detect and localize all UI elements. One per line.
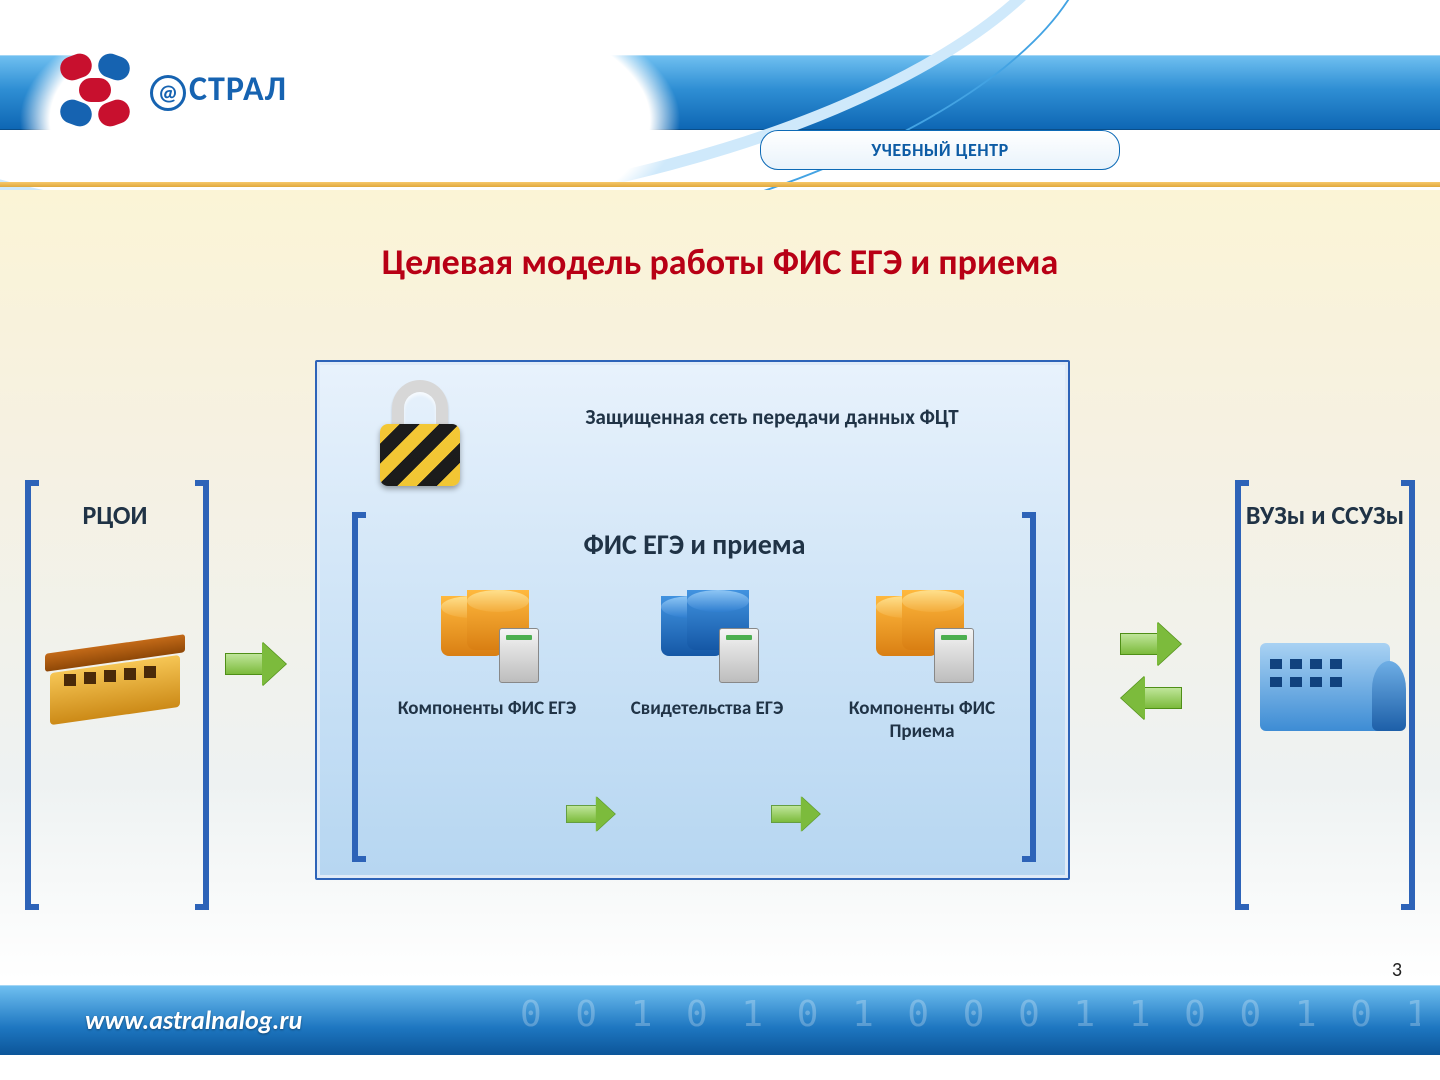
component-node: Компоненты ФИС Приема <box>822 590 1022 744</box>
node-left-label: РЦОИ <box>30 500 200 531</box>
diagram: РЦОИ ВУЗы и ССУЗы <box>25 360 1415 920</box>
building-yellow-icon <box>50 626 180 716</box>
node-left: РЦОИ <box>30 480 200 721</box>
slide-canvas: Целевая модель работы ФИС ЕГЭ и приема Р… <box>0 190 1440 980</box>
lock-caption: Защищенная сеть передачи данных ФЦТ <box>497 404 1047 430</box>
lock-icon <box>372 380 467 490</box>
arrow-right-icon <box>225 642 287 686</box>
brand-text: @ СТРАЛ <box>150 69 287 111</box>
arrow-left-icon <box>1120 676 1182 720</box>
at-icon: @ <box>150 75 186 111</box>
database-orange-icon <box>862 590 982 685</box>
header-strap <box>0 182 1440 187</box>
header-tab-label: УЧЕБНЫЙ ЦЕНТР <box>871 139 1008 161</box>
bracket-icon <box>352 512 366 862</box>
center-title: ФИС ЕГЭ и приема <box>317 527 1072 562</box>
component-node: Компоненты ФИС ЕГЭ <box>387 590 587 721</box>
arrow-right-icon <box>566 796 616 831</box>
logo-pattern-icon <box>60 55 130 125</box>
component-label: Компоненты ФИС ЕГЭ <box>387 698 587 721</box>
building-blue-icon <box>1250 611 1400 731</box>
component-node: Свидетельства ЕГЭ <box>607 590 807 721</box>
header-tab: УЧЕБНЫЙ ЦЕНТР <box>760 130 1120 170</box>
database-orange-icon <box>427 590 547 685</box>
server-icon <box>934 628 974 683</box>
component-label: Свидетельства ЕГЭ <box>607 698 807 721</box>
component-label: Компоненты ФИС Приема <box>822 698 1022 744</box>
database-blue-icon <box>647 590 767 685</box>
center-panel: Защищенная сеть передачи данных ФЦТ ФИС … <box>315 360 1070 880</box>
bracket-icon <box>1022 512 1036 862</box>
node-right: ВУЗы и ССУЗы <box>1240 480 1410 736</box>
footer: 0 0 1 0 1 0 1 0 0 0 1 1 0 0 1 0 1 0 www.… <box>0 985 1440 1055</box>
server-icon <box>719 628 759 683</box>
logo: @ СТРАЛ <box>60 55 287 125</box>
brand-name: СТРАЛ <box>189 69 287 110</box>
server-icon <box>499 628 539 683</box>
arrow-right-icon <box>771 796 821 831</box>
page-title: Целевая модель работы ФИС ЕГЭ и приема <box>0 240 1440 284</box>
arrow-right-icon <box>1120 622 1182 666</box>
footer-decoration: 0 0 1 0 1 0 1 0 0 0 1 1 0 0 1 0 1 0 <box>520 994 1420 1035</box>
node-right-label: ВУЗы и ССУЗы <box>1240 500 1410 531</box>
footer-url: www.astralnalog.ru <box>85 1004 302 1036</box>
page-number: 3 <box>1392 958 1402 982</box>
header: @ СТРАЛ УЧЕБНЫЙ ЦЕНТР <box>0 0 1440 180</box>
